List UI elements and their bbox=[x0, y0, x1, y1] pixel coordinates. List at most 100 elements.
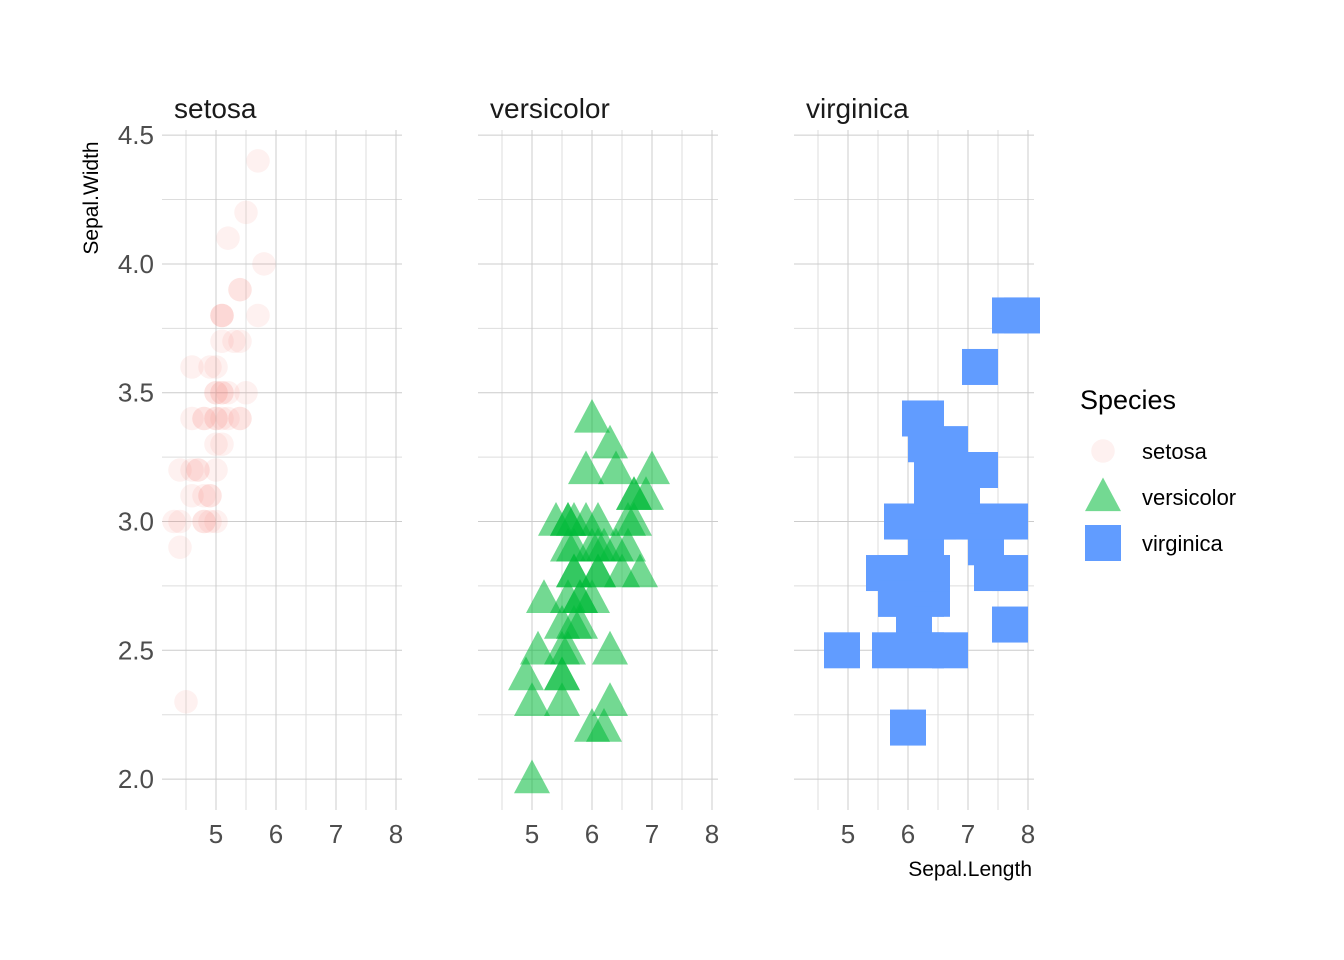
data-point-versicolor bbox=[592, 682, 628, 716]
data-point-virginica bbox=[992, 606, 1028, 643]
points-versicolor bbox=[508, 398, 670, 794]
data-point-setosa bbox=[222, 329, 246, 353]
data-point-setosa bbox=[204, 380, 228, 405]
data-point-setosa bbox=[234, 380, 258, 405]
data-point-versicolor bbox=[520, 630, 556, 665]
data-point-versicolor bbox=[556, 501, 592, 536]
x-tick-label: 6 bbox=[901, 819, 915, 849]
data-point-virginica bbox=[824, 632, 860, 669]
x-tick-label: 8 bbox=[389, 819, 403, 849]
data-point-versicolor bbox=[568, 450, 604, 485]
legend-item-virginica: virginica bbox=[1085, 525, 1223, 561]
data-point-virginica bbox=[992, 503, 1028, 540]
data-point-setosa bbox=[168, 509, 192, 534]
data-point-setosa bbox=[252, 252, 276, 276]
data-point-versicolor bbox=[526, 579, 562, 613]
data-point-virginica bbox=[974, 555, 1010, 592]
data-point-setosa bbox=[192, 406, 216, 431]
data-point-virginica bbox=[920, 503, 956, 540]
data-point-versicolor bbox=[634, 450, 670, 485]
data-point-versicolor bbox=[592, 630, 628, 665]
data-point-setosa bbox=[168, 535, 192, 560]
legend-key-setosa bbox=[1091, 439, 1115, 463]
data-point-virginica bbox=[962, 348, 998, 385]
facet-panel-setosa: setosa 5 6 7 8 2.0 2.5 3.0 3.5 4.0 4.5 bbox=[118, 93, 403, 849]
data-point-setosa bbox=[216, 226, 240, 250]
data-point-setosa bbox=[186, 458, 210, 482]
data-point-setosa bbox=[192, 406, 216, 431]
data-point-setosa bbox=[204, 380, 228, 405]
points-setosa bbox=[162, 149, 276, 714]
data-point-setosa bbox=[210, 303, 234, 328]
x-tick-label: 8 bbox=[705, 819, 719, 849]
data-point-setosa bbox=[210, 380, 234, 405]
data-point-setosa bbox=[210, 406, 234, 431]
legend-item-setosa: setosa bbox=[1091, 439, 1208, 464]
legend-label-virginica: virginica bbox=[1142, 531, 1223, 556]
data-point-versicolor bbox=[580, 501, 616, 536]
data-point-setosa bbox=[180, 483, 204, 508]
x-tick-label: 5 bbox=[525, 819, 539, 849]
data-point-setosa bbox=[246, 149, 270, 173]
data-point-setosa bbox=[180, 406, 204, 431]
data-point-versicolor bbox=[574, 398, 610, 433]
data-point-versicolor bbox=[586, 527, 622, 562]
data-point-setosa bbox=[210, 432, 234, 457]
data-point-setosa bbox=[228, 277, 252, 302]
data-point-versicolor bbox=[544, 630, 580, 665]
data-point-setosa bbox=[198, 483, 222, 508]
data-point-setosa bbox=[168, 458, 192, 482]
x-tick-label: 7 bbox=[961, 819, 975, 849]
data-point-virginica bbox=[884, 503, 920, 540]
data-point-setosa bbox=[198, 509, 222, 534]
data-point-setosa bbox=[186, 458, 210, 482]
data-point-versicolor bbox=[592, 424, 628, 459]
data-point-virginica bbox=[902, 400, 938, 437]
data-point-setosa bbox=[210, 329, 234, 353]
data-point-versicolor bbox=[616, 501, 652, 536]
data-point-versicolor bbox=[550, 579, 586, 613]
data-point-setosa bbox=[210, 380, 234, 405]
x-axis-title: Sepal.Length bbox=[908, 858, 1032, 881]
data-point-setosa bbox=[210, 303, 234, 328]
data-point-setosa bbox=[228, 406, 252, 431]
data-point-setosa bbox=[162, 509, 186, 534]
data-point-versicolor bbox=[598, 450, 634, 485]
legend-label-versicolor: versicolor bbox=[1142, 485, 1236, 510]
data-point-setosa bbox=[204, 458, 228, 482]
data-point-setosa bbox=[192, 509, 216, 534]
facet-panel-versicolor: versicolor 5 6 7 8 bbox=[478, 93, 719, 849]
data-point-versicolor bbox=[556, 553, 592, 588]
data-point-setosa bbox=[192, 509, 216, 534]
data-point-versicolor bbox=[574, 579, 610, 613]
data-point-setosa bbox=[228, 329, 252, 353]
points-virginica bbox=[824, 297, 1040, 746]
data-point-virginica bbox=[890, 709, 926, 746]
data-point-setosa bbox=[180, 355, 204, 379]
data-point-setosa bbox=[228, 406, 252, 431]
legend: Species setosa versicolor virginica bbox=[1080, 385, 1236, 561]
legend-key-versicolor bbox=[1085, 477, 1121, 512]
y-tick-label: 2.5 bbox=[118, 635, 154, 665]
data-point-versicolor bbox=[514, 759, 550, 794]
x-tick-label: 7 bbox=[645, 819, 659, 849]
x-tick-label: 5 bbox=[841, 819, 855, 849]
y-axis-title: Sepal.Width bbox=[80, 141, 103, 254]
legend-label-setosa: setosa bbox=[1142, 439, 1208, 464]
data-point-versicolor bbox=[622, 553, 658, 588]
data-point-setosa bbox=[234, 200, 258, 225]
y-tick-label: 3.5 bbox=[118, 378, 154, 408]
data-point-setosa bbox=[204, 509, 228, 534]
data-point-setosa bbox=[198, 355, 222, 379]
facet-title-setosa: setosa bbox=[174, 93, 257, 124]
legend-key-virginica bbox=[1085, 525, 1121, 561]
facet-title-virginica: virginica bbox=[806, 93, 909, 124]
facet-panel-virginica: virginica 5 6 7 8 bbox=[794, 93, 1040, 849]
data-point-versicolor bbox=[544, 682, 580, 716]
legend-item-versicolor: versicolor bbox=[1085, 477, 1236, 512]
data-point-setosa bbox=[246, 303, 270, 328]
legend-keys: setosa versicolor virginica bbox=[1085, 439, 1236, 561]
data-point-versicolor bbox=[514, 682, 550, 716]
data-point-virginica bbox=[908, 632, 944, 669]
data-point-setosa bbox=[192, 483, 216, 508]
